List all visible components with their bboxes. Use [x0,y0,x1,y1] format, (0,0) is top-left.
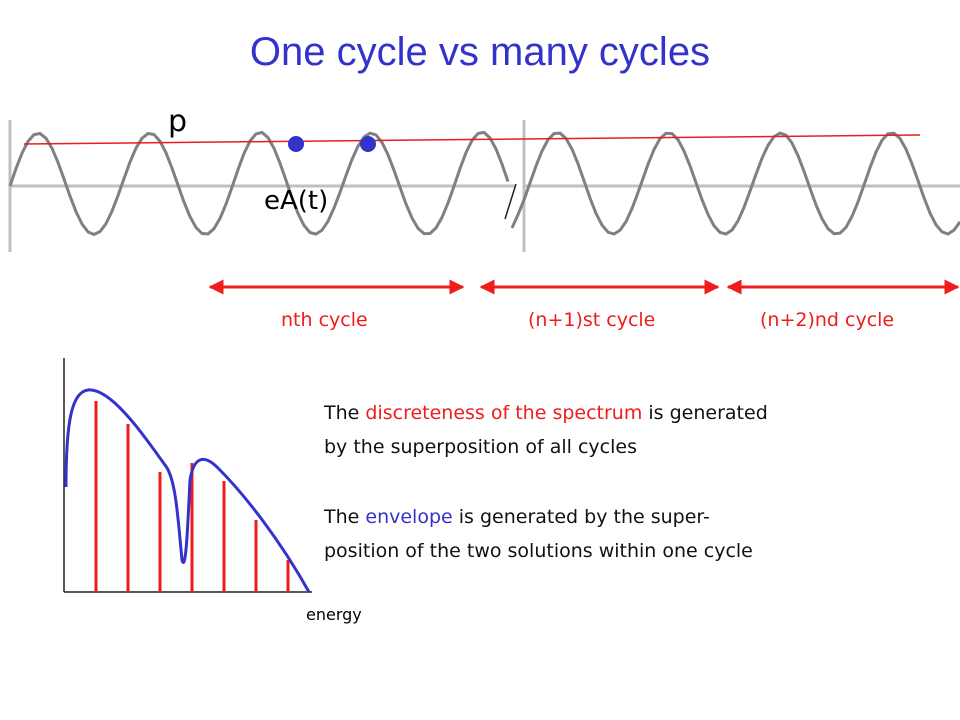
para2-line2: position of the two solutions within one… [324,540,753,562]
cycle-label-n: nth cycle [281,309,368,331]
cycle-label-n1: (n+1)st cycle [528,309,656,331]
sine-wave-right [510,131,960,236]
slide-title: One cycle vs many cycles [249,30,711,74]
intersection-point-2 [360,136,376,152]
spectrum-lines [94,401,290,592]
energy-axis-label: energy [306,605,362,624]
sine-wave-left [8,130,510,237]
spectrum-axes [63,358,312,593]
momentum-label: p [168,104,188,139]
para2-after: is generated by the super- [452,506,710,528]
para1-before: The [324,402,366,424]
envelope-paragraph: The envelope is generated by the super- … [324,500,944,568]
time-axis [8,120,960,252]
para1-line2: by the superposition of all cycles [324,436,637,458]
cycle-label-n2: (n+2)nd cycle [760,309,895,331]
intersection-point-1 [288,136,304,152]
break-tick [504,183,517,220]
para2-before: The [324,506,366,528]
field-label: eA(t) [264,186,329,216]
spectrum-envelope [64,388,311,593]
para1-after: is generated [642,402,768,424]
momentum-line [23,134,921,145]
para2-highlight: envelope [365,506,453,528]
para1-highlight: discreteness of the spectrum [365,402,643,424]
discreteness-paragraph: The discreteness of the spectrum is gene… [324,396,944,464]
